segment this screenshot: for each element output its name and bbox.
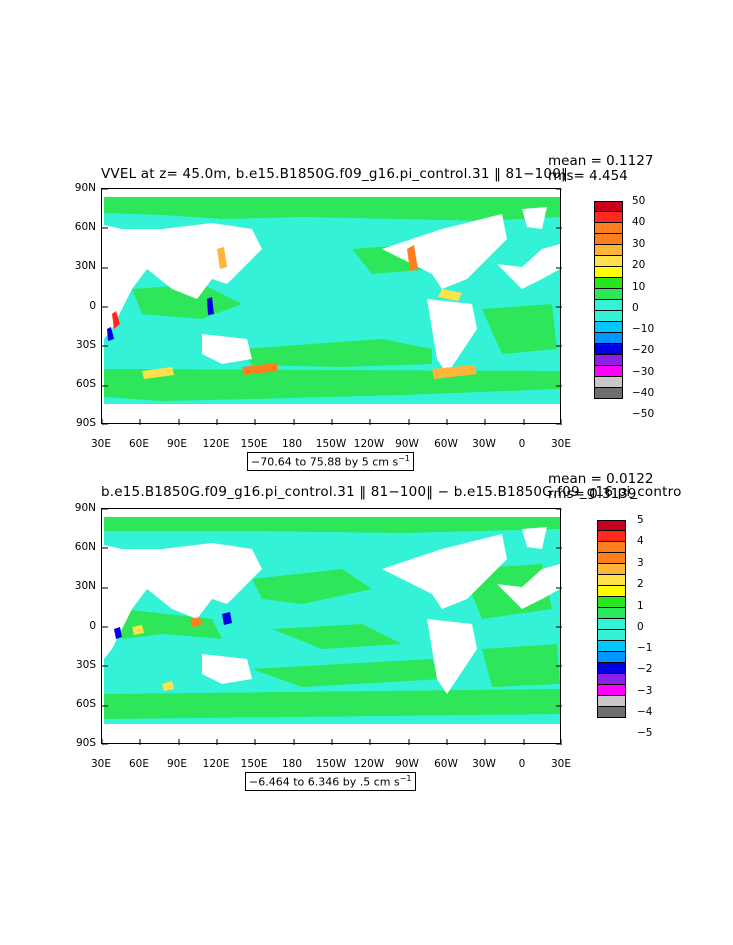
lat-label: 30N (74, 260, 96, 272)
bottom-contour-range: −6.464 to 6.346 by .5 cm s−1 (245, 772, 416, 791)
colorbar-label: 30 (632, 238, 646, 250)
top-mean-stat: mean = 0.1127 (548, 153, 654, 169)
top-contour-range: −70.64 to 75.88 by 5 cm s−1 (247, 452, 415, 471)
lon-label: 0 (518, 758, 526, 770)
lat-label: 60N (74, 221, 96, 233)
lat-label: 60S (75, 698, 96, 710)
top-map-plot (101, 188, 562, 425)
colorbar-label: −50 (632, 408, 655, 420)
lon-label: 60W (434, 758, 458, 770)
bottom-map-title: b.e15.B1850G.f09_g16.pi_control.31 ‖ 81−… (101, 484, 682, 500)
lon-label: 30E (551, 438, 571, 450)
lon-label: 30E (91, 758, 111, 770)
colorbar-label: −20 (632, 344, 655, 356)
lon-label: 60E (129, 438, 149, 450)
lon-label: 120W (353, 758, 385, 770)
lat-label: 90N (74, 182, 96, 194)
bottom-map-canvas (102, 509, 562, 745)
lon-label: 90W (395, 758, 419, 770)
top-colorbar (594, 201, 623, 399)
lat-label: 30N (74, 580, 96, 592)
colorbar-label: 40 (632, 216, 646, 228)
lat-label: 90S (75, 417, 96, 429)
bottom-mean-stat: mean = 0.0122 (548, 471, 654, 487)
colorbar-label: 0 (637, 621, 644, 633)
colorbar-label: −30 (632, 366, 655, 378)
lat-label: 30S (75, 339, 96, 351)
lon-label: 90E (167, 758, 187, 770)
lon-label: 180 (281, 438, 303, 450)
colorbar-label: −5 (637, 727, 653, 739)
lon-label: 30E (551, 758, 571, 770)
lon-label: 0 (518, 438, 526, 450)
lon-label: 30W (472, 758, 496, 770)
bottom-rms-stat: rms= 0.3139 (548, 486, 637, 502)
lon-label: 30W (472, 438, 496, 450)
colorbar-label: −2 (637, 663, 653, 675)
top-map-title: VVEL at z= 45.0m, b.e15.B1850G.f09_g16.p… (101, 166, 568, 182)
lon-label: 90E (167, 438, 187, 450)
lon-label: 60W (434, 438, 458, 450)
top-map-canvas (102, 189, 562, 425)
lat-label: 60S (75, 378, 96, 390)
lat-label: 90S (75, 737, 96, 749)
bottom-map-plot (101, 508, 562, 745)
colorbar-label: 10 (632, 281, 646, 293)
lon-label: 120E (202, 758, 230, 770)
lon-label: 150W (315, 758, 347, 770)
top-map-panel: VVEL at z= 45.0m, b.e15.B1850G.f09_g16.p… (0, 150, 733, 471)
colorbar-label: 0 (632, 302, 639, 314)
lon-label: 150E (240, 438, 268, 450)
colorbar-label: 5 (637, 514, 644, 526)
colorbar-label: 20 (632, 259, 646, 271)
lon-label: 180 (281, 758, 303, 770)
colorbar-label: −3 (637, 685, 653, 697)
bottom-colorbar (597, 520, 626, 718)
lon-label: 120E (202, 438, 230, 450)
colorbar-label: 50 (632, 195, 646, 207)
lon-label: 150E (240, 758, 268, 770)
bottom-map-panel: b.e15.B1850G.f09_g16.pi_control.31 ‖ 81−… (0, 470, 733, 791)
colorbar-label: −1 (637, 642, 653, 654)
lat-label: 90N (74, 502, 96, 514)
lat-label: 30S (75, 659, 96, 671)
lon-label: 60E (129, 758, 149, 770)
colorbar-label: 4 (637, 535, 644, 547)
top-rms-stat: rms= 4.454 (548, 168, 628, 184)
lat-label: 0 (89, 300, 96, 312)
colorbar-label: −10 (632, 323, 655, 335)
lon-label: 120W (353, 438, 385, 450)
colorbar-label: −40 (632, 387, 655, 399)
lon-label: 30E (91, 438, 111, 450)
lat-label: 0 (89, 620, 96, 632)
lon-label: 150W (315, 438, 347, 450)
lat-label: 60N (74, 541, 96, 553)
colorbar-label: 1 (637, 600, 644, 612)
colorbar-label: −4 (637, 706, 653, 718)
colorbar-label: 2 (637, 578, 644, 590)
colorbar-label: 3 (637, 557, 644, 569)
lon-label: 90W (395, 438, 419, 450)
